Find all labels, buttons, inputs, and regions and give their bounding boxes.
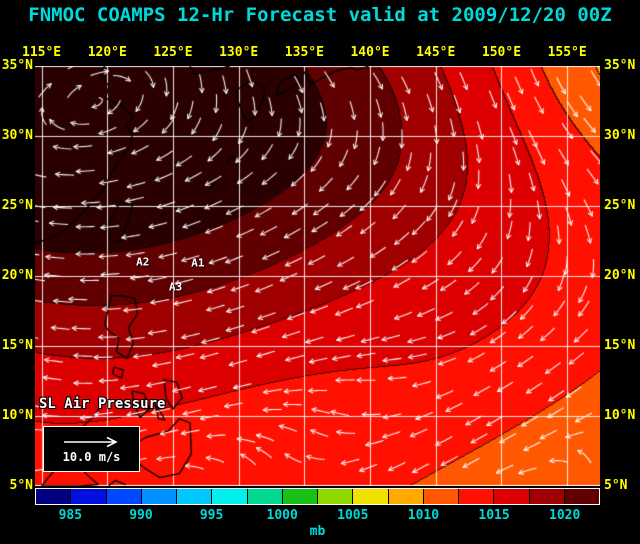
colorbar-tick-label: 1000: [266, 508, 298, 523]
colorbar-segment: [70, 489, 106, 504]
colorbar-segment: [563, 489, 599, 504]
lat-tick-label-right: 5°N: [604, 478, 628, 493]
field-name-label: SL Air Pressure: [39, 396, 166, 412]
lon-tick-label: 145°E: [416, 45, 456, 60]
lat-tick-label-right: 20°N: [604, 268, 636, 283]
lat-tick-label-right: 10°N: [604, 408, 636, 423]
map-area: A2 A1 A3 SL Air Pressure 10.0 m/s: [35, 66, 600, 486]
lon-tick-label: 140°E: [350, 45, 390, 60]
chart-title: FNMOC COAMPS 12-Hr Forecast valid at 200…: [28, 4, 612, 26]
colorbar-segment: [281, 489, 317, 504]
lon-tick-label: 150°E: [481, 45, 522, 60]
lat-tick-label-right: 25°N: [604, 198, 636, 213]
colorbar-segment: [36, 489, 71, 504]
colorbar-unit-label: mb: [309, 524, 326, 539]
colorbar-segment: [317, 489, 353, 504]
colorbar-segment: [140, 489, 176, 504]
lon-tick-label: 130°E: [219, 45, 259, 60]
wind-speed-legend: 10.0 m/s: [43, 426, 140, 472]
annotation-a2: A2: [136, 255, 150, 269]
lon-tick-label: 125°E: [153, 45, 193, 60]
lat-tick-label-left: 30°N: [1, 128, 33, 143]
lon-tick-label: 115°E: [21, 45, 62, 60]
colorbar-tick-label: 995: [199, 508, 224, 523]
lon-tick-label: 120°E: [87, 45, 127, 60]
colorbar-tick-label: 1015: [478, 508, 510, 523]
colorbar-segment: [211, 489, 247, 504]
colorbar-segment: [387, 489, 423, 504]
colorbar-segment: [246, 489, 282, 504]
colorbar-segment: [458, 489, 494, 504]
colorbar-tick-label: 985: [58, 508, 83, 523]
colorbar-tick-label: 1005: [337, 508, 369, 523]
lat-tick-label-right: 15°N: [604, 338, 636, 353]
lat-tick-label-right: 30°N: [604, 128, 636, 143]
pressure-colorbar: [35, 488, 600, 505]
wind-speed-label: 10.0 m/s: [62, 449, 121, 464]
colorbar-segment: [105, 489, 141, 504]
colorbar-segment: [493, 489, 529, 504]
lat-tick-label-left: 15°N: [1, 338, 33, 353]
lat-tick-label-left: 5°N: [9, 478, 33, 493]
annotation-a1: A1: [191, 256, 205, 270]
lat-tick-label-left: 25°N: [1, 198, 33, 213]
lat-tick-label-left: 10°N: [1, 408, 33, 423]
lat-tick-label-right: 35°N: [604, 58, 636, 73]
colorbar-tick-label: 990: [129, 508, 153, 523]
colorbar-segment: [352, 489, 388, 504]
lon-tick-label: 155°E: [547, 45, 587, 60]
lon-tick-label: 135°E: [284, 45, 324, 60]
colorbar-segment: [528, 489, 564, 504]
lat-tick-label-left: 35°N: [1, 58, 33, 73]
lat-tick-label-left: 20°N: [1, 268, 33, 283]
pressure-wind-canvas: [35, 66, 600, 486]
wind-reference-arrow-icon: [63, 436, 118, 447]
colorbar-segment: [176, 489, 212, 504]
annotation-a3: A3: [168, 280, 183, 294]
colorbar-segment: [422, 489, 458, 504]
colorbar-tick-label: 1020: [549, 508, 581, 523]
colorbar-tick-label: 1010: [407, 508, 440, 523]
